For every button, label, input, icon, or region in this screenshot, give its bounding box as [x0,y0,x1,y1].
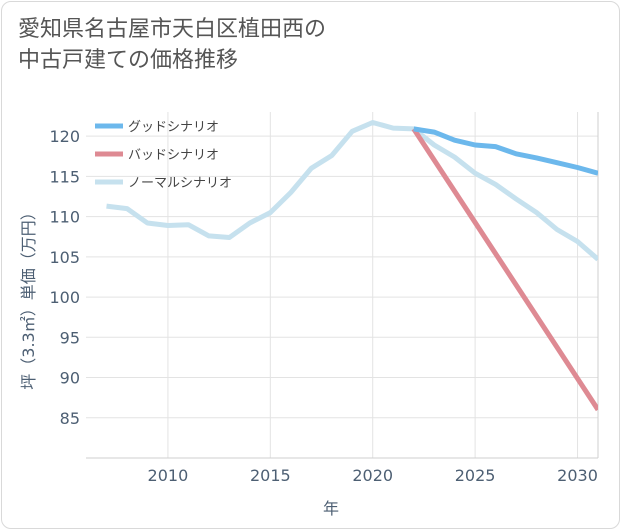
legend-label: グッドシナリオ [128,120,219,135]
y-tick-label: 105 [49,248,80,267]
y-tick-label: 120 [49,127,80,146]
y-tick-label: 110 [49,208,80,227]
x-tick-label: 2010 [148,466,189,485]
tick-labels: 85 90 95 100 105 110 115 120 2010 2015 2020 2025 203… [49,127,597,485]
series-line [106,120,598,262]
y-tick-label: 85 [60,409,80,428]
y-tick-label: 95 [60,328,80,347]
legend-label: バッドシナリオ [128,148,219,163]
x-axis-title: 年 [323,499,339,518]
x-tick-label: 2030 [557,466,598,485]
legend-label: ノーマルシナリオ [128,176,232,191]
x-tick-label: 2025 [455,466,496,485]
axes [86,112,599,459]
y-axis-title: 坪（3.3㎡）単価（万円） [19,204,38,389]
y-tick-label: 100 [49,288,80,307]
y-tick-label: 90 [60,369,80,388]
series-line [411,127,598,412]
series-lines [106,120,598,412]
y-tick-label: 115 [49,167,80,186]
chart-title: 愛知県名古屋市天白区植田西の 中古戸建ての価格推移 [18,14,598,76]
series-line [413,126,598,176]
x-tick-label: 2015 [250,466,291,485]
chart-title-line-2: 中古戸建ての価格推移 [18,48,239,73]
chart-title-line-1: 愛知県名古屋市天白区植田西の [18,17,327,42]
x-tick-label: 2020 [352,466,393,485]
grid-lines [86,112,598,458]
